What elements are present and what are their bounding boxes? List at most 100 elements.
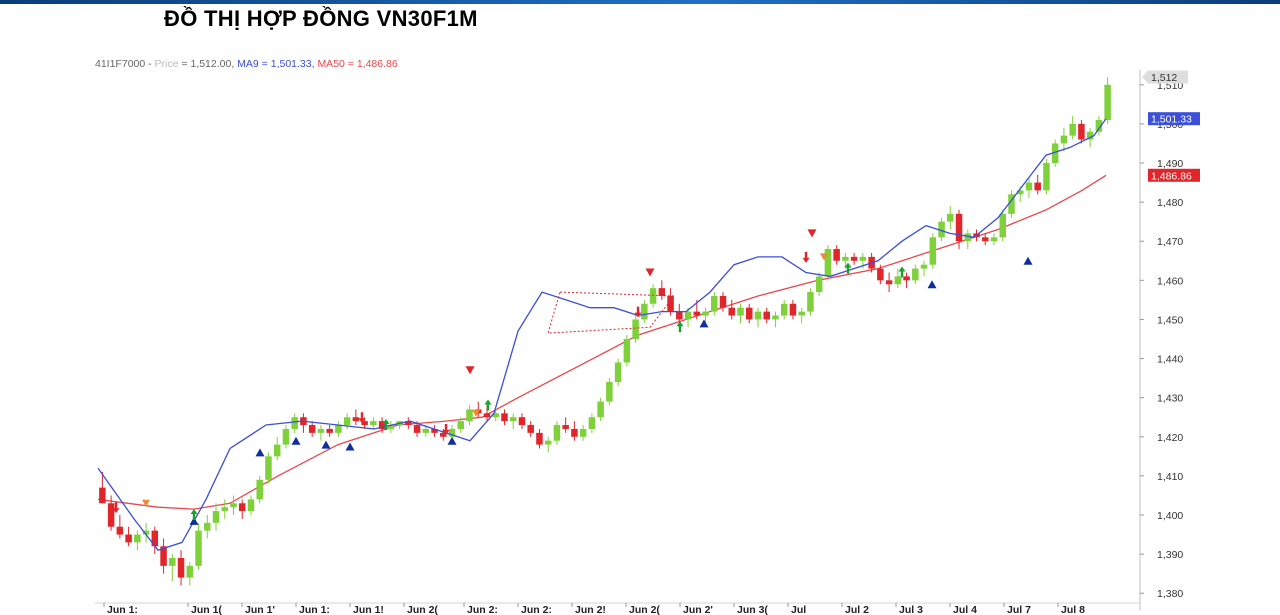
buy-arrow-icon <box>844 262 852 274</box>
candle-body <box>649 288 657 304</box>
candle-body <box>623 339 631 363</box>
candle-body <box>151 530 159 547</box>
candle-body <box>711 295 718 312</box>
info-ma50: MA50 = 1,486.86 <box>317 58 397 70</box>
candle-body <box>527 425 534 433</box>
candle-body <box>195 530 202 566</box>
ma9-line <box>97 118 1107 551</box>
buy-signal-triangle <box>255 448 265 457</box>
candle-body <box>448 428 456 437</box>
candle-body <box>693 311 701 316</box>
candle <box>230 495 237 515</box>
price-tag-label: 1,512 <box>1151 72 1177 84</box>
candle <box>754 307 762 328</box>
candle <box>204 515 211 539</box>
candle <box>553 421 561 445</box>
info-line: 41I1F7000 - Price = 1,512.00, MA9 = 1,50… <box>95 58 398 70</box>
candle-body <box>877 268 884 281</box>
axes-group: 1,380 1,390 1,400 1,410 1,420 1,430 1,440 1,450… <box>95 70 1183 615</box>
candle-body <box>745 307 753 320</box>
candle <box>273 436 281 461</box>
candle <box>107 495 115 531</box>
candle <box>606 378 613 406</box>
y-tick-label: 1,450 <box>1157 314 1183 326</box>
candle <box>186 561 194 586</box>
candle-body <box>920 264 928 269</box>
candle <box>247 495 255 515</box>
candles-group <box>99 76 1111 586</box>
candle-body <box>370 421 377 426</box>
sell-arrow-icon <box>634 306 642 318</box>
candle <box>955 209 963 250</box>
candle-body <box>912 268 919 281</box>
candle-body <box>562 425 569 429</box>
candle <box>833 245 840 265</box>
candle <box>326 425 333 437</box>
buy-signal-triangle <box>321 440 331 449</box>
ma-value-tag <box>1148 168 1200 182</box>
candle <box>719 292 727 312</box>
candle <box>658 280 666 300</box>
candle <box>317 425 325 441</box>
candle <box>125 526 132 547</box>
candle-body <box>1016 190 1024 195</box>
candle <box>702 307 709 324</box>
price-tag-label: 1,486.86 <box>1151 170 1192 182</box>
sell-signal-triangle <box>807 229 817 238</box>
candle <box>1034 174 1041 195</box>
candle-body <box>588 417 596 429</box>
price-tag: 1,486.86 <box>1148 168 1200 182</box>
candle-body <box>597 401 604 418</box>
candle <box>1008 190 1015 218</box>
candle <box>947 206 954 230</box>
candle-body <box>387 425 395 429</box>
candle-body <box>798 311 805 316</box>
x-tick-label: Jul 4 <box>953 604 977 615</box>
candle-body <box>308 425 316 433</box>
candle <box>763 307 770 324</box>
candle-body <box>230 503 237 508</box>
buy-signal-triangle <box>189 516 199 525</box>
candle-body <box>824 249 832 277</box>
candle-body <box>982 237 989 242</box>
y-tick-label: 1,440 <box>1157 354 1183 366</box>
candle <box>457 417 465 433</box>
candle-body <box>780 303 788 316</box>
candle <box>1043 159 1050 195</box>
candle <box>527 421 534 437</box>
candle <box>1095 116 1103 136</box>
candle <box>99 471 106 504</box>
candle <box>850 252 858 265</box>
candle-body <box>754 311 762 320</box>
candle-body <box>134 534 141 543</box>
x-tick-label: Jul <box>791 604 806 615</box>
candle-body <box>99 487 106 504</box>
candle-body <box>352 417 360 422</box>
candle-body <box>440 432 447 437</box>
candle <box>588 413 596 433</box>
top-accent-bar <box>0 0 1280 4</box>
candle-body <box>212 511 220 523</box>
candle <box>780 299 788 320</box>
candle <box>623 335 631 367</box>
candle-body <box>859 256 867 261</box>
candle-body <box>737 307 744 316</box>
candle <box>597 397 604 422</box>
buy-arrow-icon <box>484 399 492 411</box>
candle-body <box>1069 123 1076 136</box>
signals-group <box>112 229 1033 525</box>
candle-body <box>378 421 386 429</box>
candle <box>737 303 744 324</box>
candle <box>501 409 508 426</box>
candle-body <box>160 546 167 566</box>
candle-body <box>894 276 902 285</box>
candle-body <box>256 479 263 500</box>
buy-signal-triangle <box>1023 256 1033 265</box>
candle-body <box>763 311 770 320</box>
candle <box>431 425 438 437</box>
candle <box>221 499 228 519</box>
candle-body <box>728 307 735 316</box>
candle-body <box>291 417 298 429</box>
candle <box>308 421 316 437</box>
